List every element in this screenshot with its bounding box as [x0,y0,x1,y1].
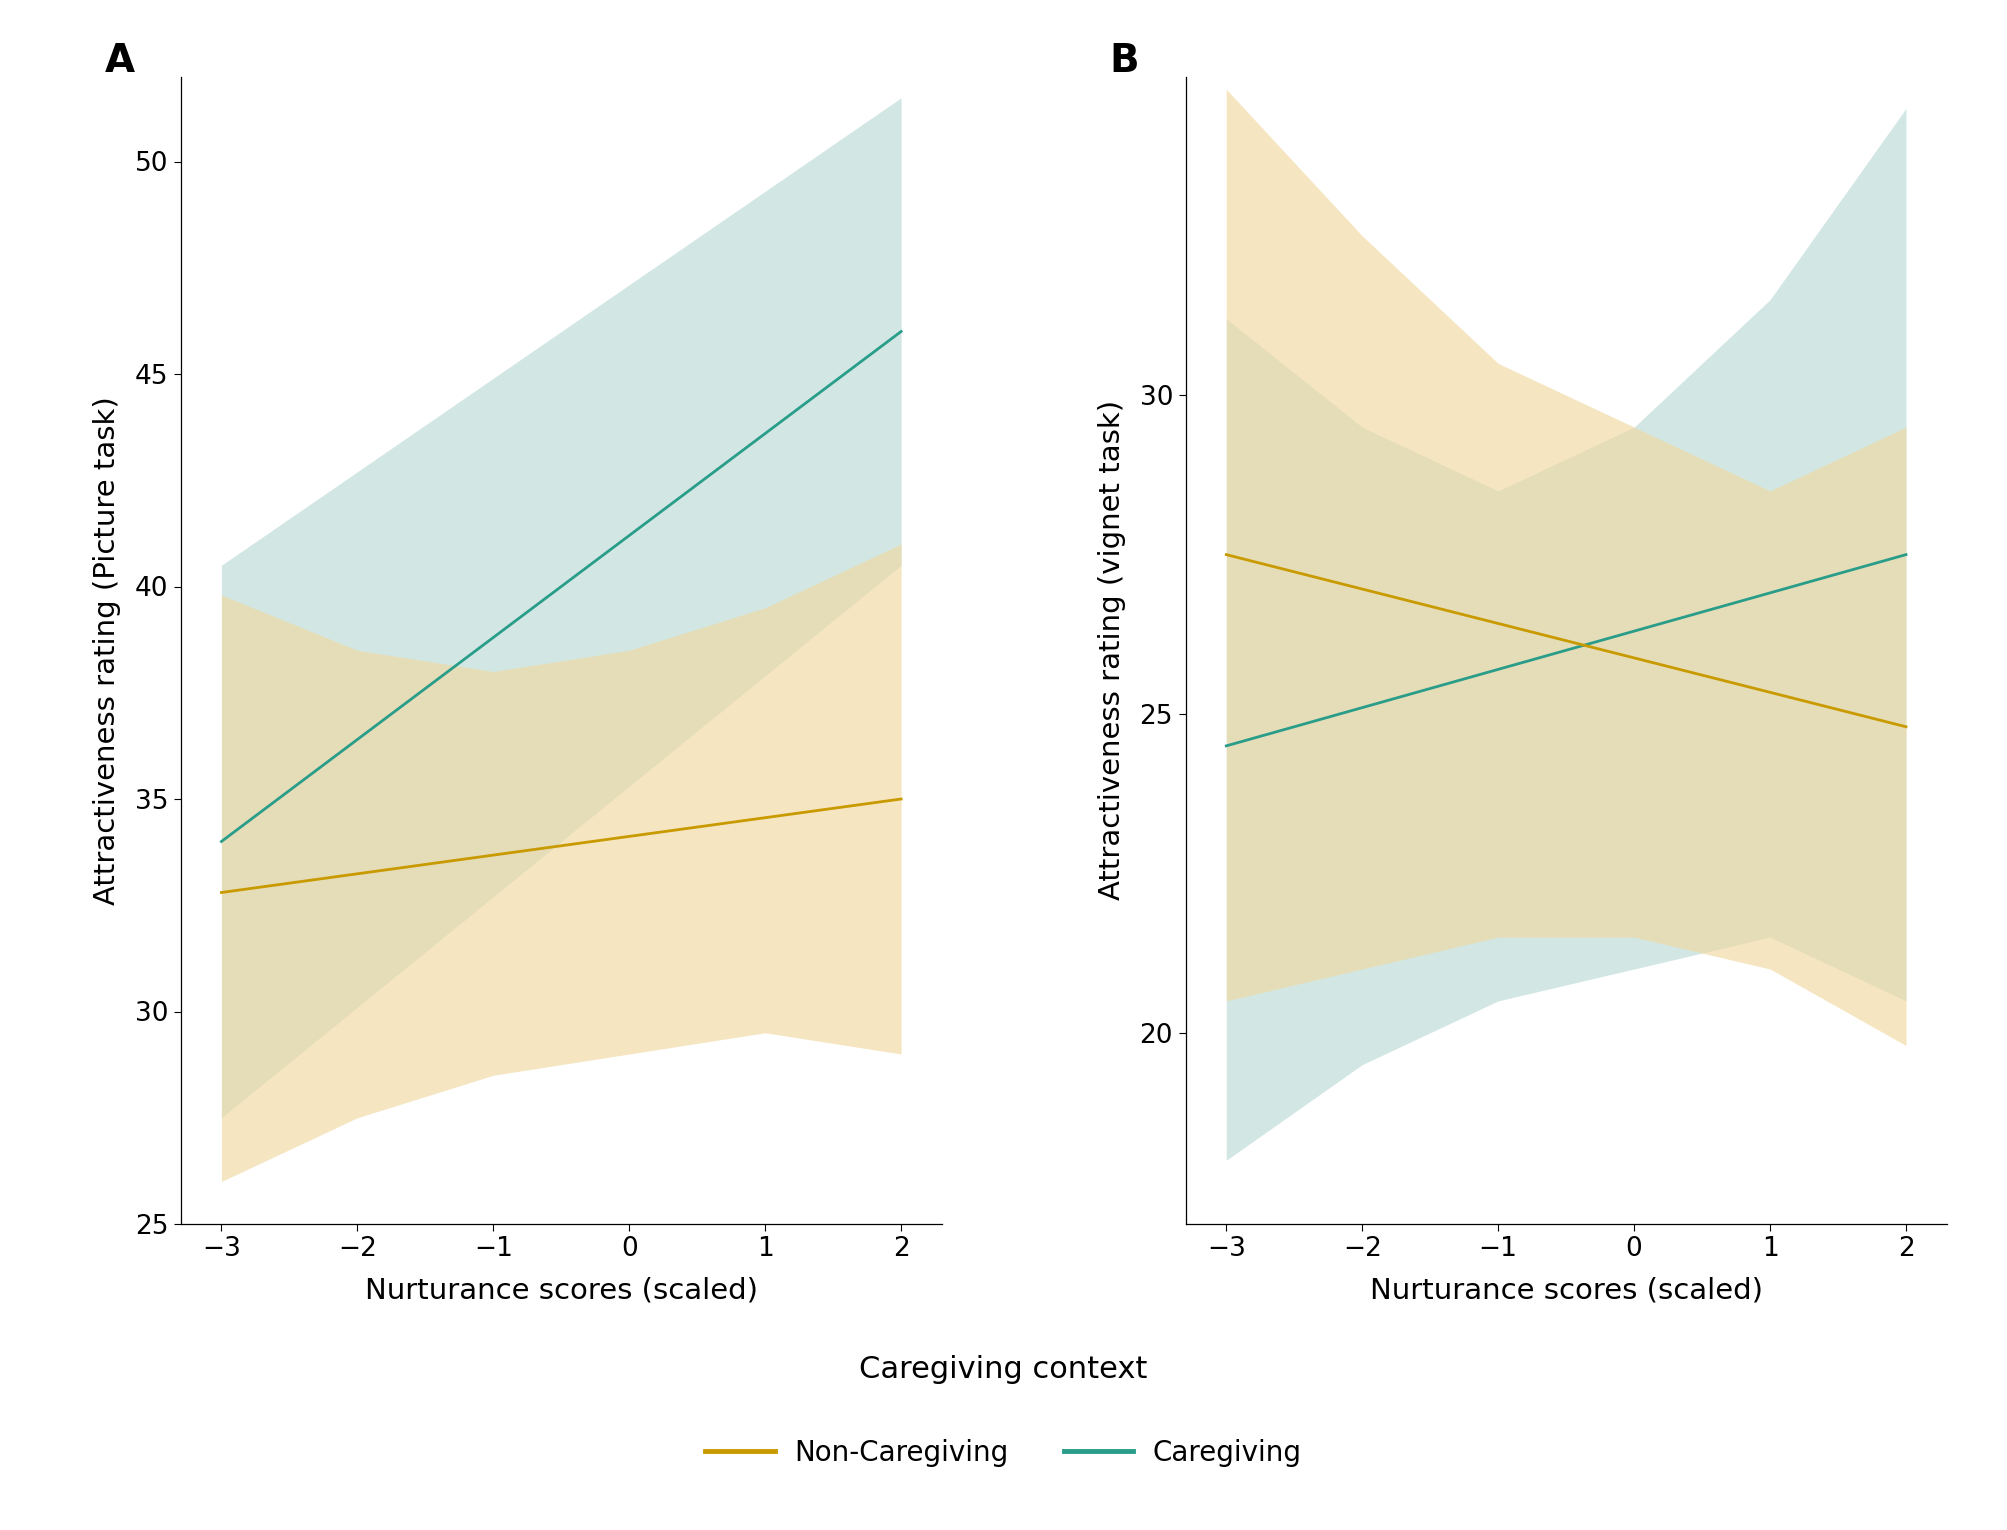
Y-axis label: Attractiveness rating (vignet task): Attractiveness rating (vignet task) [1098,401,1126,900]
Legend: Non-Caregiving, Caregiving: Non-Caregiving, Caregiving [694,1427,1313,1478]
Text: Caregiving context: Caregiving context [859,1356,1148,1383]
Y-axis label: Attractiveness rating (Picture task): Attractiveness rating (Picture task) [92,396,120,904]
Text: A: A [104,43,134,80]
X-axis label: Nurturance scores (scaled): Nurturance scores (scaled) [1369,1276,1762,1305]
Text: B: B [1110,43,1140,80]
X-axis label: Nurturance scores (scaled): Nurturance scores (scaled) [365,1276,759,1305]
